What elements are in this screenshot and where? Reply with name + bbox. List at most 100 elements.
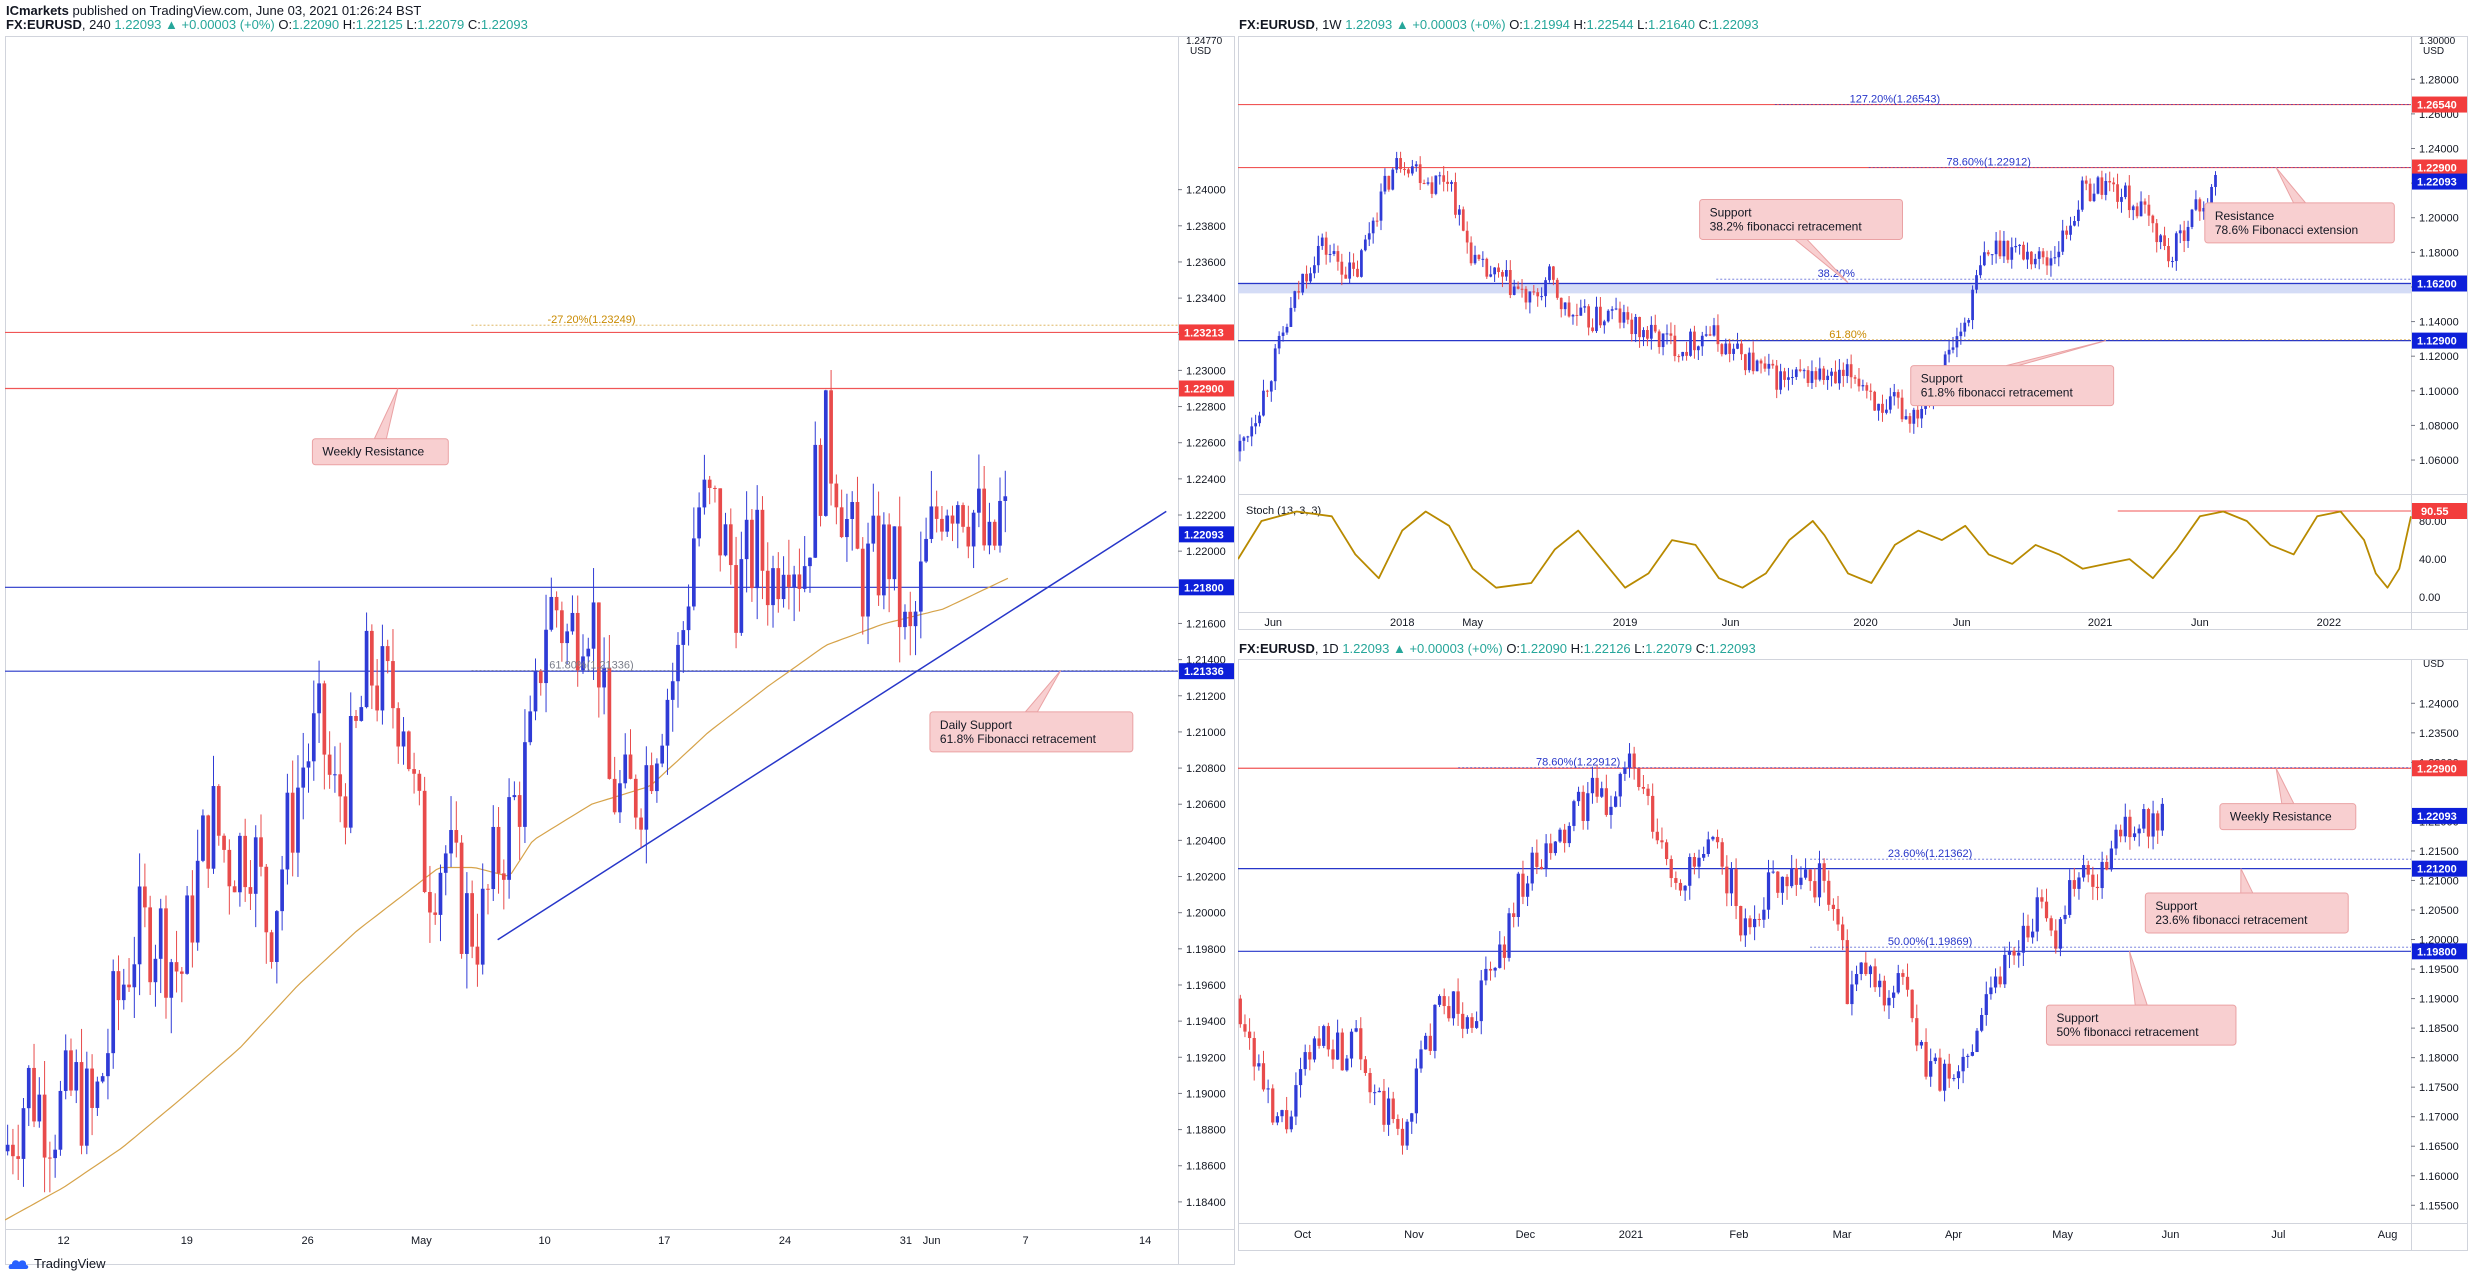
callout-box xyxy=(2144,892,2349,934)
candle-body xyxy=(1739,906,1743,936)
chart-w1[interactable]: 1.280001.260001.240001.220001.200001.180… xyxy=(1238,36,2468,630)
x-tick-label: 24 xyxy=(779,1235,791,1247)
candle-body xyxy=(2054,930,2058,949)
candle-body xyxy=(195,860,200,943)
trendline xyxy=(497,510,1167,941)
candle-body xyxy=(1567,825,1571,844)
candle-body xyxy=(1920,408,1924,419)
y-tick-label: 1.19000 xyxy=(1186,1088,1226,1100)
callout-box xyxy=(929,711,1134,753)
candle-body xyxy=(1434,175,1438,194)
candle-body xyxy=(808,557,812,567)
candle-body xyxy=(1651,795,1655,832)
candle-body xyxy=(1938,1057,1942,1091)
candle-body xyxy=(1549,843,1553,854)
change-label: +0.00003 (+0%) xyxy=(1409,641,1503,656)
candle-body xyxy=(1298,1069,1303,1086)
candle-body xyxy=(1989,987,1993,995)
candle-body xyxy=(1375,220,1379,222)
candle-body xyxy=(882,524,886,596)
candle-body xyxy=(971,512,976,547)
chart-d1[interactable]: 1.240001.235001.230001.220001.215001.210… xyxy=(1238,659,2468,1251)
candle-body xyxy=(1850,984,1854,1005)
y-tick-label: 1.06000 xyxy=(2419,455,2459,467)
candle-body xyxy=(1477,254,1481,260)
candle-body xyxy=(1692,856,1697,867)
candle-body xyxy=(1540,296,1544,298)
candle-body xyxy=(665,699,670,746)
candle-body xyxy=(401,731,406,747)
candle-body xyxy=(1683,885,1687,891)
chart-h4[interactable]: 1.240001.238001.236001.234001.232001.230… xyxy=(5,36,1235,1265)
candle-body xyxy=(1630,319,1634,335)
candle-body xyxy=(1626,312,1630,320)
candle-body xyxy=(1961,1056,1965,1072)
candle-body xyxy=(1504,270,1508,277)
panel-title-h4: FX:EURUSD, 240 1.22093 ▲ +0.00003 (+0%) … xyxy=(6,17,528,32)
candle-body xyxy=(1990,254,1994,256)
candle-body xyxy=(1669,333,1673,336)
candle-body xyxy=(2017,952,2021,956)
candle-body xyxy=(1481,258,1485,260)
candle-body xyxy=(1929,1061,1933,1077)
candle-body xyxy=(2116,184,2119,202)
candle-body xyxy=(301,767,306,788)
candle-body xyxy=(1892,392,1896,397)
candle-body xyxy=(2174,233,2178,262)
candle-body xyxy=(1736,343,1739,349)
candle-body xyxy=(1403,169,1406,171)
candle-body xyxy=(686,606,691,631)
candle-body xyxy=(1891,992,1896,998)
x-tick-label: 2021 xyxy=(2088,617,2112,629)
candle-body xyxy=(1915,1018,1919,1046)
candle-body xyxy=(1642,330,1645,338)
open-value: 1.21994 xyxy=(1522,17,1570,32)
candle-body xyxy=(1250,426,1254,437)
candle-body xyxy=(987,521,992,546)
x-tick-label: May xyxy=(2052,1229,2073,1241)
candle-body xyxy=(1888,396,1892,410)
y-tick-label: 1.12000 xyxy=(2419,351,2459,363)
candle-body xyxy=(1984,994,1988,1015)
low-value: 1.22079 xyxy=(417,17,465,32)
candle-body xyxy=(227,849,232,887)
candle-body xyxy=(1305,273,1308,282)
candle-body xyxy=(2063,914,2067,920)
candle-body xyxy=(2124,185,2127,198)
candle-body xyxy=(850,502,855,520)
tradingview-logo[interactable]: TradingView xyxy=(8,1256,106,1271)
close-value: 1.22093 xyxy=(1708,641,1756,656)
candle-body xyxy=(1959,331,1963,337)
candle-body xyxy=(1442,996,1446,1007)
support-zone xyxy=(1238,282,2411,294)
candle-body xyxy=(412,769,416,774)
candle-body xyxy=(1802,370,1806,372)
candle-body xyxy=(760,509,765,571)
candle-body xyxy=(32,1067,36,1122)
up-arrow-icon: ▲ xyxy=(165,17,178,32)
candle-body xyxy=(1942,1063,1947,1091)
candle-body xyxy=(1613,796,1618,807)
candle-body xyxy=(1424,1035,1428,1050)
candle-body xyxy=(544,629,548,684)
candle-body xyxy=(1830,371,1833,376)
candle-body xyxy=(697,507,701,539)
candle-body xyxy=(1771,363,1775,366)
candle-body xyxy=(1535,852,1539,867)
candle-body xyxy=(106,1053,110,1077)
candle-body xyxy=(1303,1052,1307,1070)
publish-header: ICmarkets published on TradingView.com, … xyxy=(6,3,421,19)
open-value: 1.22090 xyxy=(1520,641,1568,656)
candle-body xyxy=(422,790,427,893)
stoch-y-tick: 80.00 xyxy=(2419,516,2447,528)
candle-body xyxy=(961,505,965,527)
candle-body xyxy=(206,815,211,869)
callout-box xyxy=(311,438,449,466)
candle-body xyxy=(2202,207,2206,212)
candle-body xyxy=(1674,878,1678,883)
fib-label: 127.20%(1.26543) xyxy=(1850,94,1941,106)
candle-body xyxy=(311,713,316,762)
candle-body xyxy=(565,631,570,644)
candle-body xyxy=(1595,777,1599,797)
candle-body xyxy=(2178,230,2182,234)
